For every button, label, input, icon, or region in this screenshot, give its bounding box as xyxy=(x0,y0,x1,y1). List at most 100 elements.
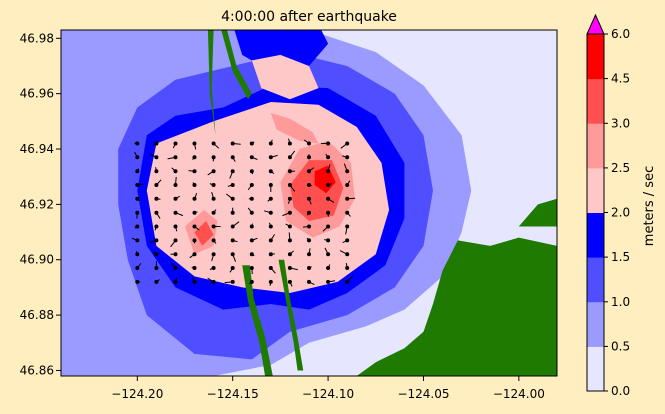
vector-point-63 xyxy=(193,211,197,215)
y-tick-label-3: 46.92 xyxy=(20,197,54,211)
vector-point-79 xyxy=(269,197,273,201)
colorbar-extend-arrow xyxy=(587,15,604,34)
vector-point-62 xyxy=(174,211,178,215)
vector-point-85 xyxy=(154,183,158,187)
x-tick-label-1: −124.15 xyxy=(207,387,259,401)
vector-point-112 xyxy=(212,155,216,159)
vector-point-130 xyxy=(326,142,330,146)
vector-point-49 xyxy=(154,225,158,229)
vector-point-106 xyxy=(326,169,330,173)
colorbar-tick-label-7: 4.5 xyxy=(611,72,630,86)
vector-point-10 xyxy=(326,280,330,284)
vector-point-123 xyxy=(193,142,197,146)
vector-point-42 xyxy=(250,238,254,242)
vector-point-36 xyxy=(135,238,139,242)
vector-point-68 xyxy=(288,211,292,215)
vector-point-80 xyxy=(288,197,292,201)
vector-point-92 xyxy=(288,183,292,187)
vector-point-71 xyxy=(345,211,349,215)
vector-point-9 xyxy=(307,280,311,284)
vector-point-55 xyxy=(269,225,273,229)
vector-point-26 xyxy=(174,252,178,256)
vector-point-98 xyxy=(174,169,178,173)
vector-point-65 xyxy=(231,211,235,215)
vector-point-86 xyxy=(174,183,178,187)
vector-point-54 xyxy=(250,225,254,229)
y-tick-label-2: 46.90 xyxy=(20,253,54,267)
vector-point-51 xyxy=(193,225,197,229)
vector-point-95 xyxy=(345,183,349,187)
vector-point-32 xyxy=(288,252,292,256)
colorbar-band-3 xyxy=(587,213,604,258)
vector-point-89 xyxy=(231,183,235,187)
vector-point-102 xyxy=(250,169,254,173)
vector-point-96 xyxy=(135,169,139,173)
vector-point-6 xyxy=(250,280,254,284)
vector-point-76 xyxy=(212,197,216,201)
vector-point-25 xyxy=(154,252,158,256)
vector-point-15 xyxy=(193,266,197,270)
vector-point-3 xyxy=(193,280,197,284)
vector-point-37 xyxy=(154,238,158,242)
vector-point-14 xyxy=(174,266,178,270)
vector-point-78 xyxy=(250,197,254,201)
x-tick-label-3: −124.05 xyxy=(397,387,449,401)
vector-point-30 xyxy=(250,252,254,256)
vector-point-118 xyxy=(326,155,330,159)
vector-point-127 xyxy=(269,142,273,146)
colorbar-band-5 xyxy=(587,123,604,168)
vector-point-107 xyxy=(345,169,349,173)
vector-point-7 xyxy=(269,280,273,284)
vector-point-99 xyxy=(193,169,197,173)
chart-title: 4:00:00 after earthquake xyxy=(221,9,397,25)
vector-point-128 xyxy=(288,142,292,146)
vector-point-105 xyxy=(307,169,311,173)
colorbar-label: meters / sec xyxy=(642,166,657,246)
vector-point-53 xyxy=(231,225,235,229)
vector-point-77 xyxy=(231,197,235,201)
vector-point-113 xyxy=(231,155,235,159)
vector-point-12 xyxy=(135,266,139,270)
colorbar-tick-label-5: 2.5 xyxy=(611,161,630,175)
vector-point-122 xyxy=(174,142,178,146)
vector-point-22 xyxy=(326,266,330,270)
x-tick-label-0: −124.20 xyxy=(111,387,163,401)
vector-point-1 xyxy=(154,280,158,284)
vector-point-125 xyxy=(231,142,235,146)
vector-point-27 xyxy=(193,252,197,256)
vector-point-24 xyxy=(135,252,139,256)
vector-point-17 xyxy=(231,266,235,270)
vector-point-35 xyxy=(345,252,349,256)
vector-point-45 xyxy=(307,238,311,242)
vector-point-46 xyxy=(326,238,330,242)
vector-point-20 xyxy=(288,266,292,270)
vector-point-67 xyxy=(269,211,273,215)
vector-point-44 xyxy=(288,238,292,242)
vector-point-82 xyxy=(326,197,330,201)
vector-point-101 xyxy=(231,169,235,173)
vector-point-57 xyxy=(307,225,311,229)
x-tick-label-4: −124.00 xyxy=(493,387,545,401)
vector-point-119 xyxy=(345,155,349,159)
vector-point-60 xyxy=(135,211,139,215)
vector-point-129 xyxy=(307,142,311,146)
vector-point-103 xyxy=(269,169,273,173)
colorbar-tick-label-0: 0.0 xyxy=(611,384,630,398)
vector-point-73 xyxy=(154,197,158,201)
vector-point-97 xyxy=(154,169,158,173)
vector-point-40 xyxy=(212,238,216,242)
vector-point-43 xyxy=(269,238,273,242)
vector-point-16 xyxy=(212,266,216,270)
vector-point-33 xyxy=(307,252,311,256)
vector-point-116 xyxy=(288,155,292,159)
vector-point-84 xyxy=(135,183,139,187)
vector-point-61 xyxy=(154,211,158,215)
x-tick-label-2: −124.10 xyxy=(302,387,354,401)
vector-point-108 xyxy=(135,155,139,159)
vector-point-64 xyxy=(212,211,216,215)
colorbar-band-4 xyxy=(587,168,604,213)
y-tick-label-4: 46.94 xyxy=(20,142,54,156)
colorbar-tick-label-2: 1.0 xyxy=(611,295,630,309)
